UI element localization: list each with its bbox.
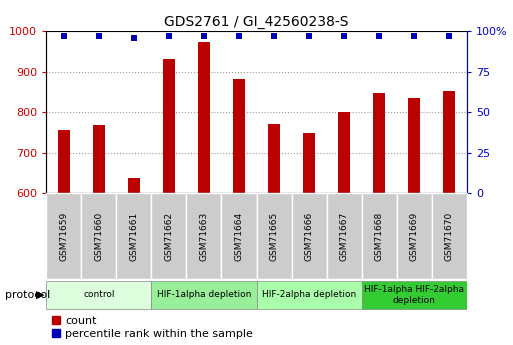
Point [235,33,243,39]
Title: GDS2761 / GI_42560238-S: GDS2761 / GI_42560238-S [164,14,349,29]
Bar [338,112,350,193]
Bar [116,193,151,279]
Bar [46,193,81,279]
Bar [186,193,222,279]
Text: GSM71661: GSM71661 [129,212,139,261]
Bar [268,124,280,193]
Text: GSM71664: GSM71664 [234,212,244,261]
Text: control: control [83,290,114,299]
Text: GSM71666: GSM71666 [305,212,313,261]
Point [410,33,418,39]
Bar [373,93,385,193]
Point [94,33,103,39]
Text: GSM71663: GSM71663 [200,212,208,261]
Point [130,35,138,40]
Text: GSM71662: GSM71662 [164,212,173,261]
Text: GSM71665: GSM71665 [269,212,279,261]
Text: GSM71659: GSM71659 [59,212,68,261]
Bar [256,193,291,279]
Point [445,33,453,39]
Bar [81,193,116,279]
Bar [432,193,467,279]
Point [165,33,173,39]
Bar [303,133,315,193]
Text: HIF-1alpha HIF-2alpha
depletion: HIF-1alpha HIF-2alpha depletion [364,285,464,305]
Bar [57,130,70,193]
Bar [198,42,210,193]
Text: protocol: protocol [5,290,50,300]
Text: GSM71668: GSM71668 [374,212,384,261]
Legend: count, percentile rank within the sample: count, percentile rank within the sample [52,316,253,339]
Bar [443,91,456,193]
Text: GSM71670: GSM71670 [445,212,454,261]
Point [375,33,383,39]
Bar [128,178,140,193]
Text: ▶: ▶ [36,290,45,300]
Bar [151,281,256,309]
Bar [93,125,105,193]
Bar [362,281,467,309]
Point [270,33,278,39]
Bar [256,281,362,309]
Bar [397,193,432,279]
Bar [233,79,245,193]
Bar [163,59,175,193]
Point [340,33,348,39]
Text: GSM71667: GSM71667 [340,212,349,261]
Point [200,33,208,39]
Bar [327,193,362,279]
Bar [46,281,151,309]
Bar [362,193,397,279]
Text: GSM71669: GSM71669 [410,212,419,261]
Point [60,33,68,39]
Point [305,33,313,39]
Bar [222,193,256,279]
Text: GSM71660: GSM71660 [94,212,103,261]
Bar [151,193,186,279]
Text: HIF-1alpha depletion: HIF-1alpha depletion [157,290,251,299]
Bar [408,98,420,193]
Text: HIF-2alpha depletion: HIF-2alpha depletion [262,290,356,299]
Bar [291,193,327,279]
